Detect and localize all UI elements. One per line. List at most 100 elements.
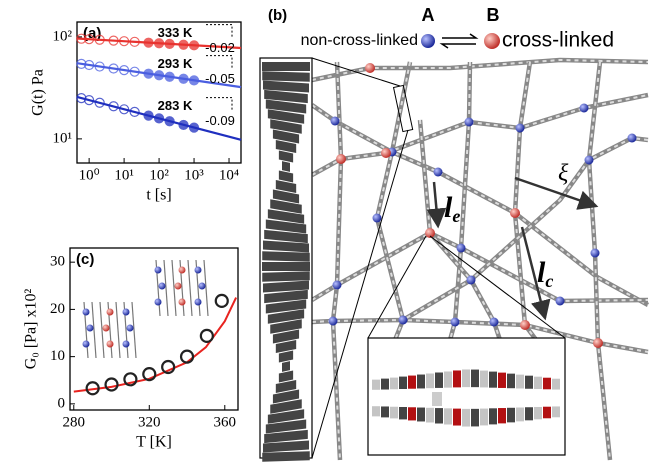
node-a	[516, 124, 525, 133]
x-tick-label: 280	[63, 414, 86, 430]
inset-node	[83, 341, 90, 348]
node-a	[580, 104, 589, 113]
panel-label: (c)	[76, 251, 94, 268]
filament-segment	[453, 370, 461, 387]
node-a	[556, 297, 565, 306]
le-arrow	[434, 182, 438, 226]
data-point	[106, 378, 118, 390]
filament-segment	[471, 409, 479, 427]
y-tick-label: 30	[50, 254, 65, 270]
filament-segment	[282, 361, 290, 372]
y-tick-label: 0	[58, 395, 66, 411]
inset-node	[107, 341, 114, 348]
filament-segment	[543, 407, 551, 419]
filament-segment	[480, 371, 488, 388]
filament-segment	[262, 451, 310, 462]
node-a	[434, 168, 443, 177]
slope-annotation: -0.02	[205, 40, 235, 55]
filament-segment	[444, 408, 452, 424]
filament-segment	[381, 379, 389, 390]
filament-segment	[525, 407, 533, 420]
inset-node	[123, 341, 130, 348]
node-a	[373, 214, 382, 223]
y-tick-label: 10	[50, 348, 65, 364]
node-a	[399, 316, 408, 325]
zoom-frame	[368, 338, 565, 455]
filament-segment	[390, 407, 398, 419]
filament-segment	[262, 271, 310, 282]
filament-segment	[516, 375, 524, 389]
fiber	[589, 62, 610, 460]
inset-node	[155, 267, 162, 274]
inset-node	[195, 299, 202, 306]
figure: 10⁰10¹10²10³10⁴10¹10²t [s]G(t) Pa(a)333 …	[0, 0, 650, 464]
node-a	[457, 244, 466, 253]
length-label: le	[444, 191, 460, 226]
node-a	[467, 276, 476, 285]
filament-segment	[399, 407, 407, 419]
data-point	[201, 330, 213, 342]
length-sub: c	[545, 271, 553, 291]
filament-segment	[516, 408, 524, 422]
inset-strand	[188, 260, 192, 316]
filament-segment	[498, 408, 506, 423]
non-cross-linked-label: non-cross-linked	[301, 32, 418, 49]
node-a	[591, 249, 600, 258]
x-axis-label: T [K]	[136, 434, 172, 451]
filament-segment	[262, 62, 310, 71]
filament-segment	[552, 406, 560, 417]
panel-label: (b)	[268, 7, 287, 24]
x-axis-label: t [s]	[146, 187, 171, 204]
fiber	[450, 62, 470, 340]
x-tick-label: 10²	[149, 167, 169, 183]
xi-label: ξ	[558, 161, 569, 187]
series-label: 333 K	[158, 25, 193, 40]
inset-strand	[116, 302, 120, 358]
slope-annotation: -0.09	[205, 113, 235, 128]
node-a	[490, 318, 499, 327]
crosslink-bridge	[432, 392, 442, 406]
length-label: lc	[537, 256, 553, 291]
y-tick-label: 10¹	[53, 130, 73, 146]
inset-node	[127, 325, 134, 332]
node-b	[593, 338, 603, 348]
length-sub: e	[452, 206, 460, 226]
filament-segment	[372, 406, 380, 416]
filament-segment	[543, 378, 551, 390]
filament-segment	[426, 374, 434, 389]
filament-segment	[372, 380, 380, 390]
fiber-twist	[450, 62, 470, 340]
filament-segment	[489, 372, 497, 388]
node-b	[365, 63, 375, 73]
filament-segment	[262, 262, 310, 271]
data-point	[181, 351, 193, 363]
filament-segment	[417, 375, 425, 389]
node-a	[331, 117, 340, 126]
node-b	[510, 208, 520, 218]
filament-segment	[498, 373, 506, 388]
series-label: 293 K	[158, 56, 193, 71]
zoom-line	[312, 58, 400, 86]
node-a	[329, 317, 338, 326]
filament-segment	[471, 370, 479, 388]
x-tick-label: 10³	[184, 167, 204, 183]
filament-segment	[390, 378, 398, 390]
slope-triangle	[206, 98, 232, 110]
filament-segment	[552, 379, 560, 390]
y-axis-label: G(t) Pa	[30, 69, 47, 116]
legend-node-a	[421, 34, 435, 48]
inset-node	[195, 267, 202, 274]
inset-node	[107, 309, 114, 316]
filament-segment	[282, 161, 290, 172]
y-axis-label: G₀ [Pa] x10²	[23, 289, 40, 370]
node-a	[628, 134, 637, 143]
filament-segment	[525, 376, 533, 389]
filament-segment	[462, 409, 470, 427]
filament-segment	[534, 407, 542, 419]
slope-annotation: -0.05	[205, 71, 235, 86]
node-b	[520, 320, 530, 330]
legend-node-b	[484, 33, 500, 49]
filament-segment	[381, 406, 389, 417]
filament-segment	[507, 374, 515, 389]
y-tick-label: 10²	[53, 28, 73, 44]
